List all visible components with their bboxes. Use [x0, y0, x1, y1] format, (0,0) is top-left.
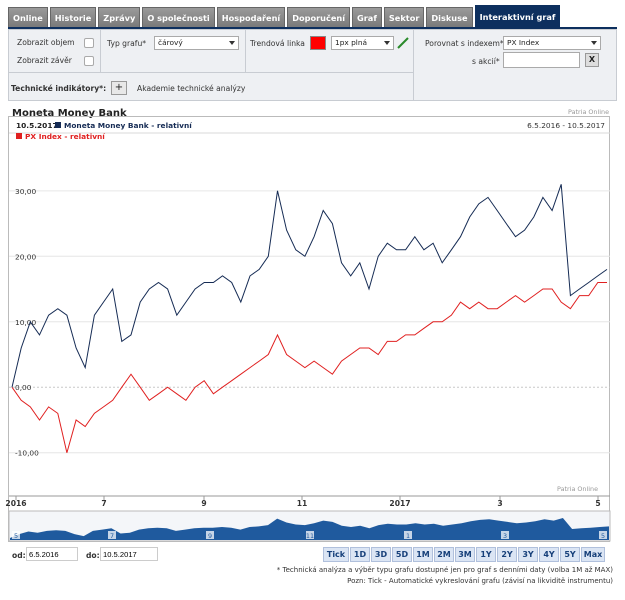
chart-type-select[interactable]: čárový — [154, 36, 239, 50]
compare-stock-label: s akcií* — [472, 57, 500, 66]
tab-online[interactable]: Online — [8, 7, 48, 27]
show-volume-checkbox[interactable] — [84, 38, 94, 48]
x-tick-label: 5 — [595, 499, 600, 508]
y-tick-label: -10,00 — [15, 449, 39, 458]
chevron-down-icon — [229, 41, 235, 45]
date-range-text: 6.5.2016 - 10.5.2017 — [527, 121, 605, 130]
trend-style-value: 1px plná — [335, 38, 368, 47]
add-indicator-button[interactable]: + — [111, 81, 127, 95]
y-tick-label: 0,00 — [15, 383, 32, 392]
period-button-5d[interactable]: 5D — [392, 547, 412, 562]
tab-historie[interactable]: Historie — [49, 7, 97, 27]
tab-diskuse[interactable]: Diskuse — [426, 7, 473, 27]
legend-swatch-2 — [16, 133, 22, 139]
navigator-tick-label: 7 — [110, 532, 114, 540]
period-button-2m[interactable]: 2M — [434, 547, 454, 562]
x-tick-label: 3 — [497, 499, 502, 508]
chart-type-label: Typ grafu* — [107, 39, 147, 48]
legend-series-2: PX Index - relativní — [25, 132, 105, 141]
period-button-1d[interactable]: 1D — [350, 547, 370, 562]
tab-zpravy[interactable]: Zprávy — [98, 7, 141, 27]
navigator-tick-box — [108, 531, 116, 539]
tech-indicators-label: Technické indikátory*: — [11, 84, 107, 93]
settings-panel: Zobrazit objem Zobrazit závěr Typ grafu*… — [8, 29, 617, 101]
legend-swatch-1 — [55, 122, 61, 128]
compare-index-label: Porovnat s indexem* — [425, 39, 504, 48]
x-tick-label: 9 — [201, 499, 206, 508]
period-button-1m[interactable]: 1M — [413, 547, 433, 562]
navigator-tick-box — [501, 531, 509, 539]
x-tick-label: 2016 — [5, 499, 26, 508]
tab-bar: Online Historie Zprávy O společnosti Hos… — [8, 5, 561, 27]
y-tick-label: 20,00 — [15, 252, 36, 261]
period-button-5y[interactable]: 5Y — [560, 547, 580, 562]
chart-type-value: čárový — [158, 38, 183, 47]
series-line-moneta — [11, 184, 608, 388]
date-from-input[interactable] — [26, 547, 78, 561]
y-tick-label: 30,00 — [15, 187, 36, 196]
show-close-label: Zobrazit závěr — [17, 56, 72, 65]
chart-source-label: Patria Online — [557, 485, 598, 493]
period-button-2y[interactable]: 2Y — [497, 547, 517, 562]
navigator-tick-label: 3 — [503, 532, 507, 540]
tab-hospodareni[interactable]: Hospodaření — [216, 7, 286, 27]
tab-doporuceni[interactable]: Doporučení — [287, 7, 351, 27]
compare-index-value: PX Index — [507, 38, 540, 47]
divider — [100, 30, 101, 72]
y-tick-label: 10,00 — [15, 318, 36, 327]
date-to-label: do: — [86, 551, 100, 560]
series-line-px-index — [11, 282, 607, 453]
divider — [413, 30, 414, 100]
divider — [245, 30, 246, 72]
compare-stock-input[interactable] — [503, 52, 580, 68]
trend-line-label: Trendová linka — [250, 39, 305, 48]
tab-sektor[interactable]: Sektor — [383, 7, 425, 27]
period-button-3y[interactable]: 3Y — [518, 547, 538, 562]
period-button-4y[interactable]: 4Y — [539, 547, 559, 562]
navigator-tick-label: 5 — [601, 532, 605, 540]
navigator-tick-box — [404, 531, 412, 539]
legend-date: 10.5.2017 — [16, 121, 58, 130]
tab-underline — [8, 27, 617, 29]
navigator-tick-box — [12, 531, 20, 539]
note-technical-analysis: * Technická analýza a výběr typu grafu d… — [276, 566, 613, 574]
note-tick: Pozn: Tick - Automatické vykreslování gr… — [347, 577, 613, 585]
period-button-3m[interactable]: 3M — [455, 547, 475, 562]
x-tick-label: 7 — [101, 499, 106, 508]
tab-o-spolecnosti[interactable]: O společnosti — [142, 7, 215, 27]
legend-series-1: Moneta Money Bank - relativní — [64, 121, 192, 130]
show-close-checkbox[interactable] — [84, 56, 94, 66]
period-button-max[interactable]: Max — [581, 547, 605, 562]
trend-style-select[interactable]: 1px plná — [331, 36, 394, 50]
navigator-area — [10, 518, 609, 540]
navigator-tick-label: 5 — [14, 532, 18, 540]
pencil-icon[interactable] — [396, 36, 410, 50]
period-button-tick[interactable]: Tick — [323, 547, 349, 562]
divider — [9, 72, 413, 73]
source-label: Patria Online — [568, 108, 609, 116]
navigator-tick-box — [599, 531, 607, 539]
navigator-tick-box — [206, 531, 214, 539]
tab-graf[interactable]: Graf — [352, 7, 382, 27]
clear-stock-button[interactable]: X — [585, 53, 599, 67]
chevron-down-icon — [384, 41, 390, 45]
chevron-down-icon — [591, 41, 597, 45]
date-to-input[interactable] — [100, 547, 158, 561]
period-button-1y[interactable]: 1Y — [476, 547, 496, 562]
x-tick-label: 11 — [297, 499, 308, 508]
show-volume-label: Zobrazit objem — [17, 38, 75, 47]
navigator-tick-label: 9 — [208, 532, 212, 540]
navigator-tick-label: 11 — [306, 532, 314, 540]
tab-interaktivni-graf[interactable]: Interaktivní graf — [474, 5, 561, 27]
compare-index-select[interactable]: PX Index — [503, 36, 601, 50]
navigator-tick-box — [306, 531, 314, 539]
trend-color-swatch[interactable] — [310, 36, 326, 50]
academy-link[interactable]: Akademie technické analýzy — [137, 84, 246, 93]
navigator-tick-label: 1 — [406, 532, 410, 540]
chart-title: Moneta Money Bank — [12, 108, 127, 119]
period-button-3d[interactable]: 3D — [371, 547, 391, 562]
x-tick-label: 2017 — [389, 499, 410, 508]
date-from-label: od: — [12, 551, 26, 560]
